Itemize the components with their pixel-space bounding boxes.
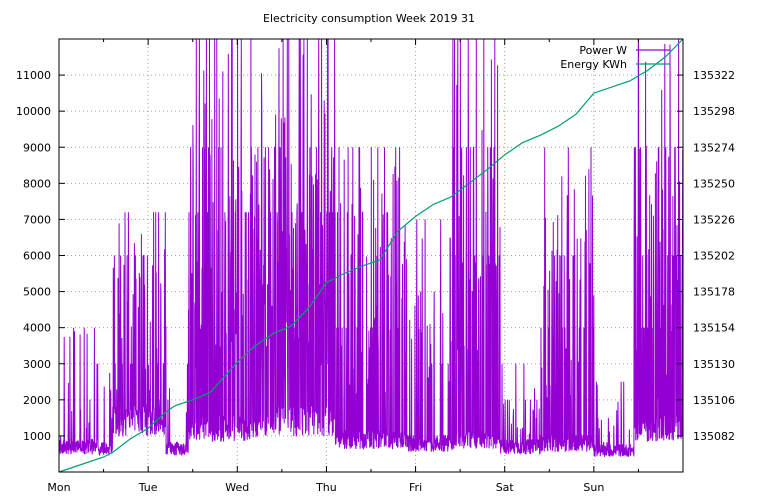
y-tick-label-right: 135226 <box>693 213 735 226</box>
y-tick-label-right: 135130 <box>693 358 735 371</box>
y-tick-label-right: 135250 <box>693 177 735 190</box>
x-tick-label: Sun <box>583 481 604 494</box>
series-power-w <box>58 38 684 457</box>
series-energy-kwh <box>58 38 684 473</box>
x-tick-label: Tue <box>138 481 158 494</box>
series-layer <box>58 38 684 473</box>
x-tick-label: Thu <box>315 481 337 494</box>
y-tick-label-right: 135202 <box>693 250 735 263</box>
y-tick-label-left: 7000 <box>23 213 51 226</box>
y-tick-label-left: 9000 <box>23 141 51 154</box>
y-tick-label-left: 2000 <box>23 394 51 407</box>
y-tick-label-left: 8000 <box>23 177 51 190</box>
y-tick-label-right: 135274 <box>693 141 735 154</box>
y-tick-label-left: 1000 <box>23 430 51 443</box>
y-tick-label-left: 10000 <box>16 105 51 118</box>
legend-label: Power W <box>579 44 627 57</box>
y-tick-label-right: 135298 <box>693 105 735 118</box>
y-tick-label-left: 4000 <box>23 322 51 335</box>
y-tick-label-left: 5000 <box>23 286 51 299</box>
x-tick-label: Wed <box>225 481 249 494</box>
x-tick-label: Fri <box>409 481 422 494</box>
y-tick-label-left: 3000 <box>23 358 51 371</box>
legend-label: Energy KWh <box>560 58 627 71</box>
x-tick-label: Sat <box>496 481 515 494</box>
y-tick-label-left: 11000 <box>16 69 51 82</box>
y-tick-label-right: 135106 <box>693 394 735 407</box>
y-tick-label-right: 135322 <box>693 69 735 82</box>
chart-title: Electricity consumption Week 2019 31 <box>263 12 475 25</box>
x-tick-label: Mon <box>47 481 70 494</box>
y-tick-label-left: 6000 <box>23 250 51 263</box>
axes: 1000 2000 3000 4000 5000 6000 7000 8000 9000 1000… <box>16 39 735 494</box>
y-tick-label-right: 135154 <box>693 322 735 335</box>
y-tick-label-right: 135082 <box>693 430 735 443</box>
y-tick-label-right: 135178 <box>693 286 735 299</box>
